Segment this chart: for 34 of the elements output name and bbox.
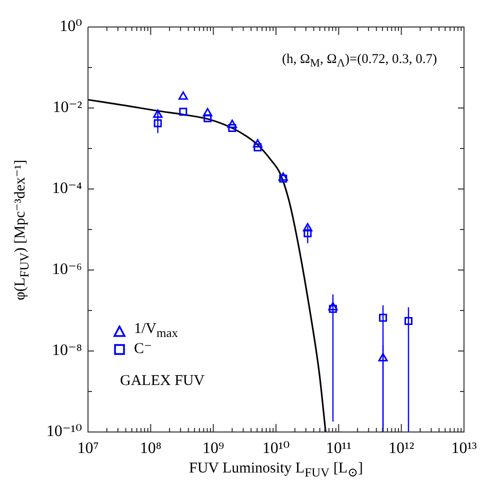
y-tick-label: 10⁻² (52, 99, 82, 116)
y-tick-label: 10⁻⁴ (52, 180, 82, 198)
point (178, 91, 188, 100)
point (204, 114, 212, 122)
point (228, 124, 236, 132)
point (154, 119, 162, 128)
point (202, 108, 212, 116)
x-tick-label: 10¹¹ (326, 440, 352, 457)
legend-label: 1/V$_{max}$ (134, 321, 178, 340)
annotation: (h, Ω$_{M}$, Ω$_{Λ}$)=(0.72, 0.3, 0.7) (282, 51, 437, 70)
point (252, 139, 262, 148)
x-tick-label: 10¹³ (451, 440, 477, 457)
x-tick-label: 10⁹ (202, 440, 225, 457)
point (153, 109, 163, 118)
point (328, 302, 338, 310)
y-tick-label: 10⁻⁸ (52, 342, 82, 360)
point (304, 229, 312, 238)
x-tick-label: 10⁸ (140, 440, 162, 457)
y-tick-label: 10⁻⁶ (52, 261, 82, 278)
x-tick-label: 10¹⁰ (262, 440, 290, 457)
y-tick-label: 10⁰ (60, 18, 82, 36)
annotation: GALEX FUV (120, 373, 205, 389)
point (179, 108, 188, 116)
point (279, 174, 288, 183)
point (227, 120, 237, 128)
x-axis-title: FUV Luminosity L$_{FUV}$ [L$_{⊙}$] (189, 460, 363, 480)
point (278, 172, 288, 181)
point (302, 222, 312, 232)
point (254, 143, 262, 152)
legend-label: C⁻ (134, 340, 152, 356)
x-tick-label: 10¹² (388, 440, 414, 457)
y-tick-label: 10⁻¹⁰ (46, 423, 82, 440)
point (328, 304, 337, 313)
x-tick-label: 10⁷ (77, 440, 99, 457)
